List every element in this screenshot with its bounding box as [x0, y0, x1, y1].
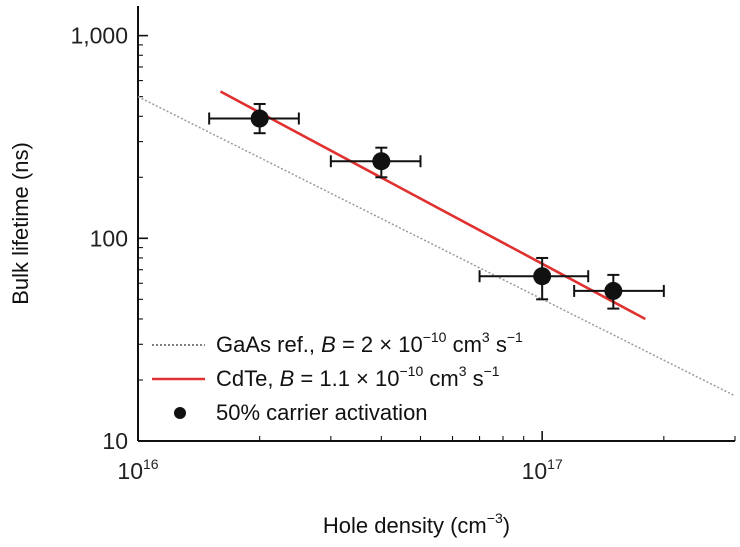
data-marker	[372, 152, 391, 171]
legend-tail-exponent: −1	[507, 329, 523, 345]
axes-frame	[137, 6, 735, 442]
data-point	[573, 273, 665, 310]
data-marker	[604, 281, 623, 300]
legend-exponent: −10	[399, 363, 423, 379]
legend-prefix: CdTe,	[216, 366, 280, 391]
legend-exponent: −10	[423, 329, 447, 345]
x-title-exponent: −3	[487, 510, 503, 526]
x-tick-base: 10	[117, 458, 143, 484]
x-tick-exponent: 16	[143, 456, 159, 472]
legend-prefix: GaAs ref.,	[216, 332, 321, 357]
x-title-main: Hole density (cm	[323, 513, 487, 538]
x-title-tail: )	[503, 513, 510, 538]
legend-swatch-dot	[174, 407, 186, 419]
y-tick-label: 100	[90, 225, 128, 251]
legend-tail: s	[490, 332, 507, 357]
legend-variable: B	[321, 332, 336, 357]
gaas-reference-line	[137, 95, 736, 397]
series-lines	[137, 90, 736, 397]
legend-variable: B	[280, 366, 295, 391]
data-marker	[250, 109, 269, 128]
legend-item: 50% carrier activation	[174, 400, 428, 425]
legend-unit: cm	[423, 366, 458, 391]
x-tick-base: 10	[522, 458, 548, 484]
y-tick-label: 10	[102, 428, 128, 454]
legend-item: CdTe, B = 1.1 × 10−10 cm3 s−1	[152, 363, 500, 391]
y-axis-title: Bulk lifetime (ns)	[8, 142, 33, 305]
data-point	[329, 146, 422, 179]
data-point	[478, 256, 590, 301]
legend-label: 50% carrier activation	[216, 400, 428, 425]
x-tick-label: 1016	[117, 456, 158, 484]
legend-equation: = 1.1 × 10	[294, 366, 399, 391]
legend-tail: s	[466, 366, 483, 391]
legend-unit: cm	[446, 332, 481, 357]
data-points	[208, 102, 665, 310]
y-axis-ticks: 10 100 1,000	[70, 23, 148, 454]
legend-unit-exponent: 3	[482, 329, 490, 345]
legend-label: GaAs ref., B = 2 × 10−10 cm3 s−1	[216, 329, 523, 357]
legend-tail-exponent: −1	[484, 363, 500, 379]
cdte-fit-line	[219, 90, 646, 321]
x-tick-exponent: 17	[547, 456, 563, 472]
legend-label: CdTe, B = 1.1 × 10−10 cm3 s−1	[216, 363, 500, 391]
x-axis-title: Hole density (cm−3)	[323, 510, 510, 538]
x-axis-ticks: 1016 1017	[117, 431, 736, 484]
legend-equation: = 2 × 10	[336, 332, 423, 357]
legend-text: 50% carrier activation	[216, 400, 428, 425]
y-tick-label: 1,000	[70, 23, 128, 49]
data-point	[208, 102, 300, 135]
x-tick-label: 1017	[522, 456, 563, 484]
legend-item: GaAs ref., B = 2 × 10−10 cm3 s−1	[152, 329, 523, 357]
legend-unit-exponent: 3	[459, 363, 467, 379]
data-marker	[533, 267, 552, 286]
